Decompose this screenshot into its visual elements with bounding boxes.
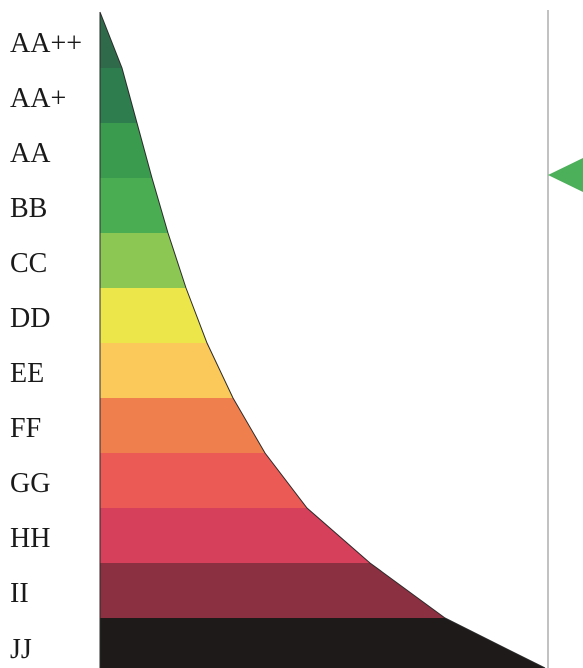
band-cc — [100, 233, 186, 288]
rating-label: CC — [10, 248, 47, 279]
rating-label: GG — [10, 468, 50, 499]
rating-label: AA++ — [10, 28, 82, 59]
rating-labels: AA++ AA+ AA BB CC DD EE FF GG HH II JJ — [10, 28, 82, 665]
band-ee — [100, 343, 233, 398]
band-hh — [100, 508, 370, 563]
rating-label: AA — [10, 138, 51, 169]
band-aap — [100, 68, 137, 123]
rating-label: II — [10, 578, 29, 609]
band-dd — [100, 288, 207, 343]
rating-label: HH — [10, 523, 50, 554]
rating-label: EE — [10, 358, 44, 389]
rating-label: AA+ — [10, 83, 66, 114]
band-bb — [100, 178, 168, 233]
band-gg — [100, 453, 307, 508]
rating-label: FF — [10, 413, 41, 444]
rating-label: JJ — [10, 634, 32, 665]
band-ff — [100, 398, 265, 453]
triangle-pointer-icon — [548, 158, 583, 192]
band-ii — [100, 563, 445, 618]
rating-bands — [100, 12, 545, 668]
scale-curve-outline — [99, 11, 546, 668]
band-aa — [100, 123, 152, 178]
rating-label: BB — [10, 193, 47, 224]
rating-label: DD — [10, 303, 50, 334]
band-jj — [100, 618, 545, 668]
